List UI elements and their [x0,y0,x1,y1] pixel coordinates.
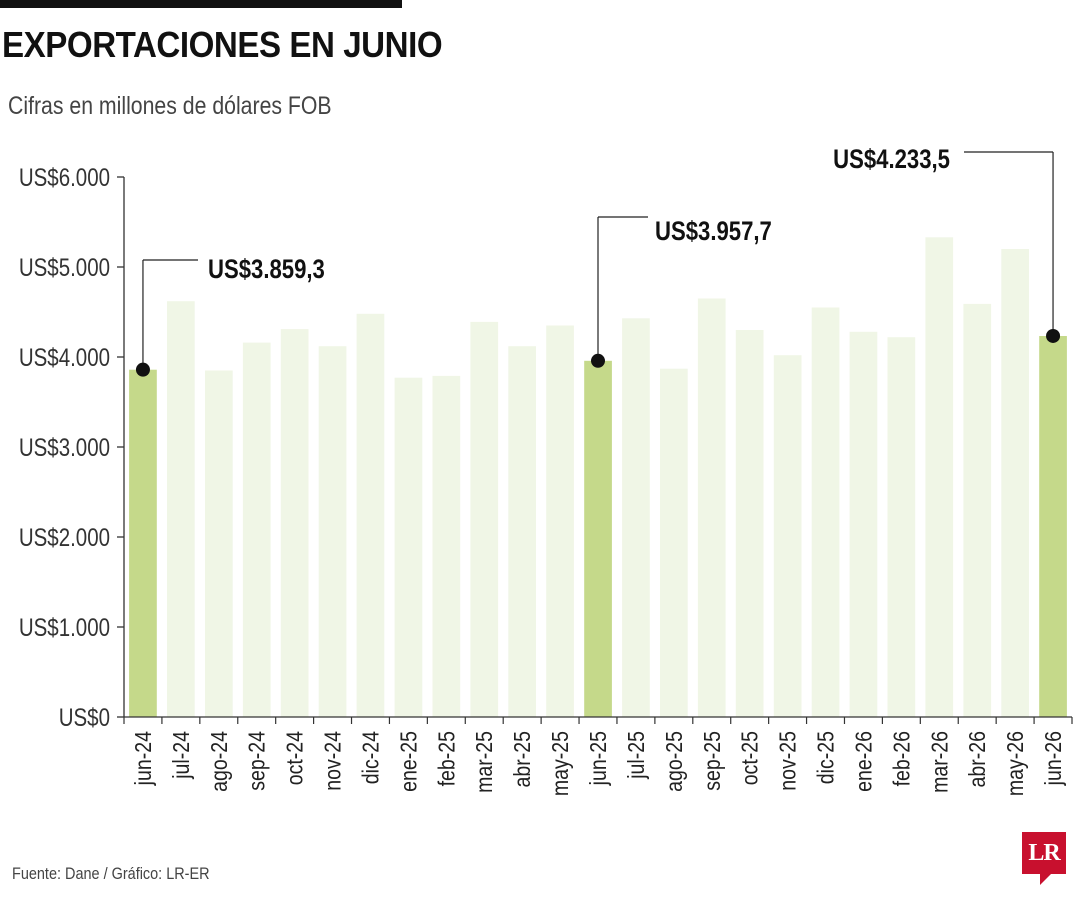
x-tick-label-abr-25: abr-25 [510,731,536,787]
x-tick-label-oct-24: oct-24 [282,731,308,785]
x-tick-label-ago-24: ago-24 [206,731,232,792]
bar-feb-26 [887,337,916,717]
annotation-dot-jun-24 [135,362,150,377]
bar-mar-25 [470,321,499,717]
bar-dic-25 [811,307,840,717]
x-tick-label-sep-25: sep-25 [699,731,725,791]
data-label-jun-25: US$3.957,7 [655,217,772,247]
y-tick-label-6000: US$6.000 [19,163,110,191]
y-tick-label-4000: US$4.000 [19,343,110,371]
x-tick-label-jun-25: jun-25 [586,731,612,786]
bar-abr-26 [963,303,992,717]
x-tick-label-feb-25: feb-25 [434,731,460,786]
bar-ago-25 [660,368,688,717]
x-tick-label-mar-25: mar-25 [472,731,498,793]
top-accent-bar [0,0,402,8]
annotation-dot-jun-25 [591,353,605,368]
x-tick-label-nov-25: nov-25 [775,731,801,791]
bar-may-26 [1001,249,1029,717]
x-tick-label-jun-24: jun-24 [130,731,156,786]
data-label-jun-26: US$4.233,5 [833,145,950,175]
bar-jun-24 [129,369,157,717]
x-tick-label-feb-26: feb-26 [889,731,915,786]
x-tick-label-dic-24: dic-24 [358,731,384,784]
x-tick-label-dic-25: dic-25 [813,731,839,784]
bar-dic-24 [356,313,385,717]
chart-subtitle: Cifras en millones de dólares FOB [8,92,332,120]
x-tick-label-jul-24: jul-24 [168,731,194,780]
bar-sep-24 [242,342,271,717]
x-tick-label-ago-25: ago-25 [661,731,687,792]
bar-jun-25 [584,360,612,717]
x-tick-label-nov-24: nov-24 [320,731,346,791]
bar-nov-24 [318,346,347,717]
bar-jul-25 [622,318,650,717]
bar-nov-25 [773,355,802,717]
annotation-dot-jun-26 [1046,328,1061,343]
y-tick-label-0: US$0 [59,703,110,731]
y-tick-label-1000: US$1.000 [19,613,110,641]
bar-ene-26 [849,331,878,717]
x-tick-label-sep-24: sep-24 [244,731,270,791]
bar-ene-25 [394,377,423,717]
bar-may-25 [546,325,574,717]
x-tick-label-may-26: may-26 [1003,731,1029,796]
lr-logo: LR [1022,832,1066,885]
y-tick-label-3000: US$3.000 [19,433,110,461]
bar-jun-26 [1039,336,1067,717]
data-label-jun-24: US$3.859,3 [208,255,325,285]
bar-abr-25 [508,346,536,717]
x-tick-label-oct-25: oct-25 [737,731,763,785]
y-tick-label-2000: US$2.000 [19,523,110,551]
chart-title: EXPORTACIONES EN JUNIO [2,24,443,65]
x-tick-label-ene-26: ene-26 [851,731,877,792]
y-tick-label-5000: US$5.000 [19,253,110,281]
bar-ago-24 [205,370,233,717]
x-tick-label-mar-26: mar-26 [927,731,953,793]
x-tick-label-abr-26: abr-26 [965,731,991,787]
bar-feb-25 [432,375,461,717]
bar-jul-24 [167,301,195,717]
source-note: Fuente: Dane / Gráfico: LR-ER [12,864,210,883]
bar-oct-25 [735,330,764,717]
lr-logo-text: LR [1028,840,1060,866]
x-tick-label-ene-25: ene-25 [396,731,422,792]
x-tick-label-jun-26: jun-26 [1041,731,1067,786]
bar-oct-24 [280,329,309,717]
x-tick-label-may-25: may-25 [548,731,574,796]
x-tick-label-jul-25: jul-25 [623,731,649,780]
bar-mar-26 [925,237,954,718]
bar-sep-25 [697,298,726,717]
